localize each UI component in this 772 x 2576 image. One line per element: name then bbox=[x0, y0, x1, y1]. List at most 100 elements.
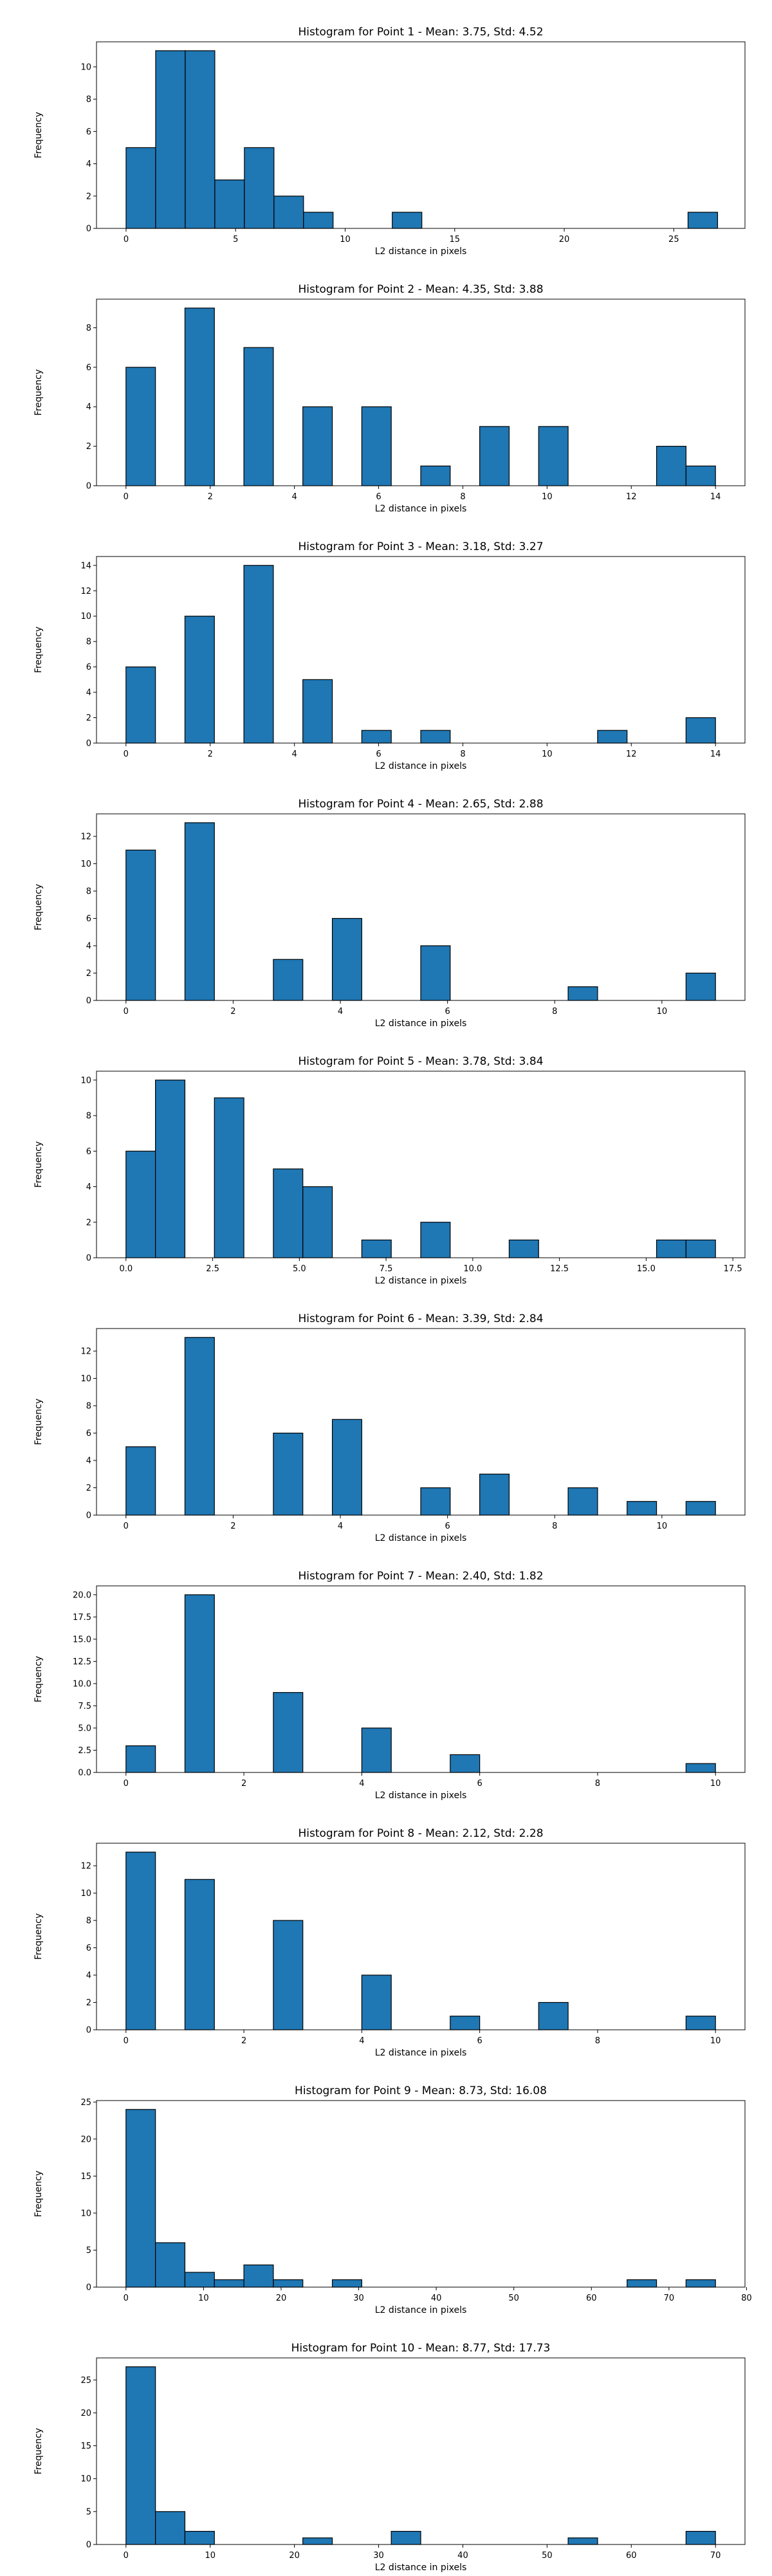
y-tick-label: 10 bbox=[80, 612, 91, 621]
y-tick-label: 2 bbox=[86, 442, 91, 452]
histogram-bar bbox=[450, 2016, 481, 2030]
x-tick-label: 10 bbox=[340, 235, 351, 244]
x-tick-label: 6 bbox=[477, 2036, 482, 2046]
histogram-panel-6: Histogram for Point 6 - Mean: 3.39, Std:… bbox=[33, 1312, 746, 1543]
histogram-bar bbox=[685, 2279, 716, 2288]
x-tick-label: 10 bbox=[710, 1779, 721, 1789]
x-tick-label: 40 bbox=[431, 2294, 442, 2303]
y-tick-label: 0 bbox=[86, 1254, 91, 1264]
y-tick-label: 20 bbox=[80, 2135, 91, 2144]
x-tick-label: 5.0 bbox=[293, 1264, 306, 1274]
x-tick-label: 0 bbox=[124, 2294, 129, 2303]
histogram-bar bbox=[331, 2279, 362, 2288]
y-tick-label: 0 bbox=[86, 225, 91, 234]
x-tick-label: 15.0 bbox=[637, 1264, 656, 1274]
histogram-bar bbox=[685, 1239, 716, 1258]
chart-title: Histogram for Point 7 - Mean: 2.40, Std:… bbox=[298, 1570, 543, 1583]
histogram-bar bbox=[331, 917, 362, 1001]
x-tick-label: 10 bbox=[657, 1522, 668, 1531]
histogram-panel-10: Histogram for Point 10 - Mean: 8.77, Std… bbox=[33, 2342, 746, 2573]
y-tick-label: 20 bbox=[80, 2409, 91, 2418]
histogram-bar bbox=[685, 2530, 716, 2545]
y-tick-label: 10 bbox=[80, 2474, 91, 2484]
y-tick-label: 0 bbox=[86, 482, 91, 492]
y-tick-label: 4 bbox=[86, 1971, 91, 1981]
y-tick-label: 17.5 bbox=[73, 1613, 91, 1623]
y-axis-label: Frequency bbox=[33, 112, 44, 158]
histogram-bar bbox=[184, 2272, 215, 2288]
x-tick-label: 2 bbox=[230, 1522, 235, 1531]
x-tick-label: 4 bbox=[359, 2036, 364, 2046]
x-tick-label: 50 bbox=[508, 2294, 519, 2303]
y-tick-label: 12 bbox=[80, 1347, 91, 1357]
histogram-bar bbox=[597, 730, 628, 744]
x-tick-label: 8 bbox=[595, 1779, 600, 1789]
y-tick-label: 4 bbox=[86, 1182, 91, 1192]
histogram-bar bbox=[125, 667, 156, 744]
y-tick-label: 6 bbox=[86, 1147, 91, 1157]
y-tick-label: 6 bbox=[86, 363, 91, 373]
histogram-bar bbox=[185, 50, 216, 229]
axes-frame bbox=[96, 556, 746, 744]
histogram-bar bbox=[273, 1432, 304, 1516]
y-tick-label: 8 bbox=[86, 638, 91, 647]
y-tick-label: 10 bbox=[80, 860, 91, 869]
histogram-bar bbox=[125, 1446, 156, 1516]
histogram-bar bbox=[214, 179, 245, 229]
x-axis-label: L2 distance in pixels bbox=[375, 1790, 467, 1801]
histogram-bar bbox=[391, 2530, 421, 2545]
y-tick-label: 7.5 bbox=[78, 1702, 91, 1711]
histogram-bar bbox=[273, 1692, 304, 1773]
axes-frame bbox=[96, 41, 746, 229]
histogram-bar bbox=[214, 1097, 244, 1258]
x-axis-label: L2 distance in pixels bbox=[375, 2562, 467, 2573]
histogram-bar bbox=[243, 2264, 274, 2288]
x-tick-label: 0 bbox=[124, 2551, 129, 2561]
y-tick-label: 25 bbox=[80, 2098, 91, 2108]
x-tick-label: 10.0 bbox=[463, 1264, 482, 1274]
y-tick-label: 15 bbox=[80, 2442, 91, 2451]
y-tick-label: 6 bbox=[86, 127, 91, 137]
histogram-bar bbox=[184, 308, 215, 486]
y-tick-label: 4 bbox=[86, 403, 91, 412]
histogram-bar bbox=[184, 822, 215, 1001]
x-tick-label: 10 bbox=[657, 1007, 668, 1017]
y-tick-label: 4 bbox=[86, 1457, 91, 1466]
histogram-panel-7: Histogram for Point 7 - Mean: 2.40, Std:… bbox=[33, 1570, 746, 1801]
histogram-bar bbox=[273, 1168, 304, 1258]
y-tick-label: 10 bbox=[80, 1076, 91, 1085]
x-tick-label: 8 bbox=[595, 2036, 600, 2046]
x-tick-label: 0 bbox=[124, 2036, 129, 2046]
histogram-bar bbox=[155, 2511, 186, 2545]
histogram-bar bbox=[125, 1852, 156, 2030]
histogram-bar bbox=[125, 1150, 156, 1258]
chart-title: Histogram for Point 6 - Mean: 3.39, Std:… bbox=[298, 1312, 543, 1325]
histogram-bar bbox=[243, 565, 274, 744]
x-tick-label: 0 bbox=[124, 1007, 129, 1017]
x-tick-label: 2 bbox=[241, 1779, 246, 1789]
histogram-bar bbox=[420, 945, 451, 1001]
y-tick-label: 2 bbox=[86, 1998, 91, 2008]
x-tick-label: 4 bbox=[291, 492, 297, 502]
y-tick-label: 6 bbox=[86, 1429, 91, 1439]
chart-title: Histogram for Point 4 - Mean: 2.65, Std:… bbox=[298, 798, 543, 811]
histogram-panel-3: Histogram for Point 3 - Mean: 3.18, Std:… bbox=[33, 540, 746, 771]
x-tick-label: 7.5 bbox=[380, 1264, 393, 1274]
x-tick-label: 60 bbox=[586, 2294, 597, 2303]
histogram-bar bbox=[685, 465, 716, 486]
y-tick-label: 0 bbox=[86, 2283, 91, 2293]
histogram-bar bbox=[567, 2537, 598, 2545]
histogram-bar bbox=[184, 1594, 215, 1773]
histogram-bar bbox=[538, 2001, 569, 2030]
histogram-bar bbox=[184, 1879, 215, 2030]
x-axis-label: L2 distance in pixels bbox=[375, 761, 467, 771]
y-tick-label: 6 bbox=[86, 914, 91, 924]
x-tick-label: 10 bbox=[710, 2036, 721, 2046]
histogram-bar bbox=[361, 406, 392, 486]
histogram-bar bbox=[538, 426, 569, 486]
chart-title: Histogram for Point 9 - Mean: 8.73, Std:… bbox=[295, 2084, 547, 2097]
histogram-bar bbox=[627, 2279, 657, 2288]
y-tick-label: 8 bbox=[86, 1917, 91, 1926]
y-tick-label: 6 bbox=[86, 1944, 91, 1953]
histogram-bar bbox=[627, 1501, 657, 1516]
